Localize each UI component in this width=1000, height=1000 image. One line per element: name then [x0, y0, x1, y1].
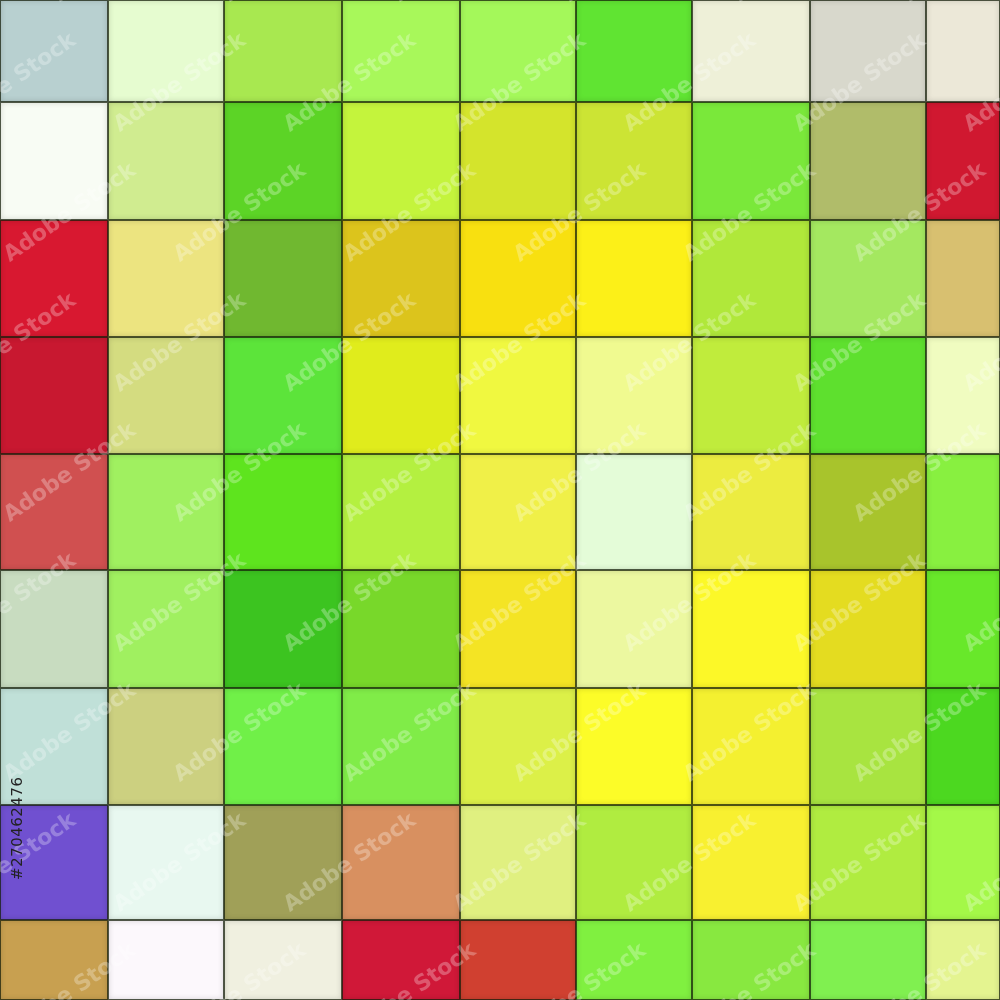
- tile: [108, 0, 224, 102]
- tile: [108, 102, 224, 220]
- tile: [108, 337, 224, 454]
- tile: [810, 0, 926, 102]
- tile: [224, 688, 342, 805]
- tile: [926, 570, 1000, 688]
- tile: [926, 920, 1000, 1000]
- tile: [342, 220, 460, 337]
- tile: [460, 570, 576, 688]
- tile: [810, 102, 926, 220]
- tile: [576, 0, 692, 102]
- tile: [926, 0, 1000, 102]
- tile: [224, 570, 342, 688]
- tile: [342, 688, 460, 805]
- stock-id-label: #270462476: [8, 776, 26, 880]
- tile: [342, 0, 460, 102]
- tile: [926, 337, 1000, 454]
- tile: [0, 454, 108, 570]
- tile: [692, 805, 810, 920]
- tile: [224, 102, 342, 220]
- tile: [810, 454, 926, 570]
- tile: [460, 805, 576, 920]
- tile: [692, 454, 810, 570]
- tile: [0, 337, 108, 454]
- tile: [576, 920, 692, 1000]
- tile: [0, 0, 108, 102]
- tile: [576, 805, 692, 920]
- tile: [926, 688, 1000, 805]
- tile: [0, 570, 108, 688]
- tile: [0, 102, 108, 220]
- tile: [108, 805, 224, 920]
- tile: [692, 0, 810, 102]
- tile: [810, 805, 926, 920]
- tile: [224, 337, 342, 454]
- tile: [576, 454, 692, 570]
- tile: [926, 454, 1000, 570]
- tile: [460, 102, 576, 220]
- tile: [0, 920, 108, 1000]
- tile: [0, 805, 108, 920]
- tile: [0, 220, 108, 337]
- tile: [692, 920, 810, 1000]
- tile: [576, 688, 692, 805]
- tile: [692, 337, 810, 454]
- tile: [692, 220, 810, 337]
- tile: [108, 688, 224, 805]
- tile: [460, 688, 576, 805]
- tile: [692, 688, 810, 805]
- tile: [460, 337, 576, 454]
- tile: [224, 220, 342, 337]
- tile: [460, 0, 576, 102]
- tile: [810, 220, 926, 337]
- tile: [224, 805, 342, 920]
- tile: [224, 454, 342, 570]
- tile: [224, 920, 342, 1000]
- tile: [460, 920, 576, 1000]
- tile: [692, 570, 810, 688]
- tile: [342, 454, 460, 570]
- tile: [108, 920, 224, 1000]
- tile: [108, 220, 224, 337]
- tile: [926, 220, 1000, 337]
- tile: [926, 102, 1000, 220]
- tile: [576, 570, 692, 688]
- tile: [224, 0, 342, 102]
- tile: [108, 454, 224, 570]
- tile: [576, 102, 692, 220]
- tile: [576, 220, 692, 337]
- tile: [342, 337, 460, 454]
- tile: [810, 688, 926, 805]
- tile: [0, 688, 108, 805]
- tile: [460, 220, 576, 337]
- tile: [692, 102, 810, 220]
- tile: [460, 454, 576, 570]
- tile: [810, 920, 926, 1000]
- tile: [810, 570, 926, 688]
- tile: [810, 337, 926, 454]
- tile: [926, 805, 1000, 920]
- tile: [342, 920, 460, 1000]
- tile: [342, 102, 460, 220]
- tile: [108, 570, 224, 688]
- tile: [342, 805, 460, 920]
- tile: [576, 337, 692, 454]
- tile: [342, 570, 460, 688]
